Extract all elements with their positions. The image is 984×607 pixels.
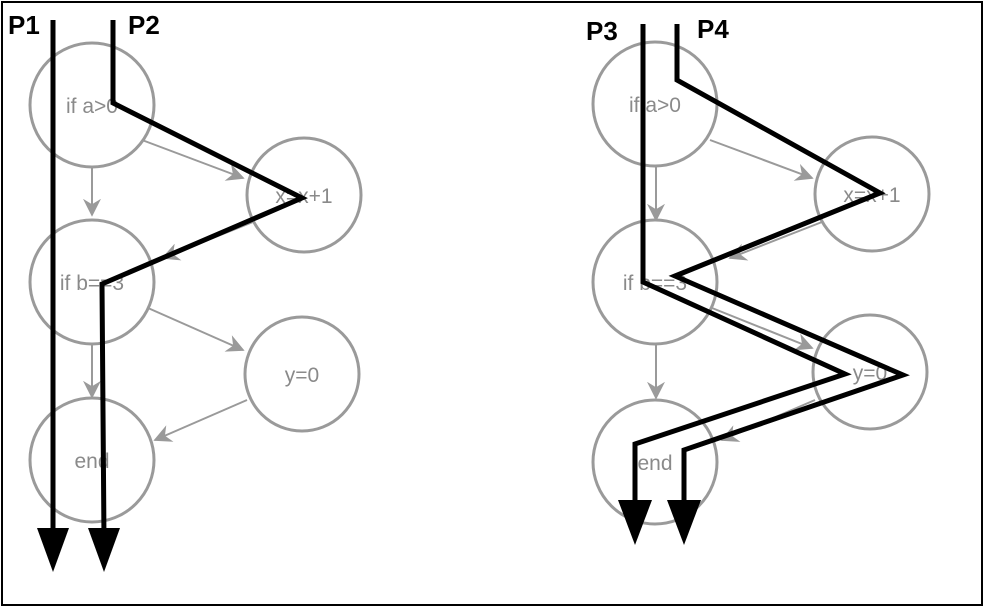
node-n5: end — [28, 396, 156, 524]
edge-m2-m3 — [728, 221, 823, 261]
node-m3: if b==3 — [591, 218, 719, 346]
path-label-p2: P2 — [128, 10, 160, 40]
node-n2: x=x+1 — [245, 136, 363, 254]
edge-m1-m2 — [709, 139, 814, 181]
path-p4: P4 — [667, 14, 910, 545]
node-m4: y=0 — [811, 313, 929, 431]
node-m1: if a>0 — [591, 40, 719, 168]
node-label: y=0 — [285, 364, 319, 387]
node-n3: if b==3 — [28, 218, 156, 346]
path-label-p1: P1 — [8, 10, 40, 40]
node-label: if a>0 — [66, 95, 118, 118]
node-label: if b==3 — [623, 272, 687, 295]
path-p1: P1 — [8, 10, 69, 572]
diagram-left: if a>0 x=x+1 if b==3 y=0 end P1 P2 — [8, 10, 363, 572]
node-label: if a>0 — [629, 94, 681, 117]
path-p2: P2 — [88, 10, 308, 572]
path-label-p4: P4 — [697, 14, 729, 44]
edge-n3-n4 — [147, 307, 245, 352]
edge-n4-n5 — [153, 399, 248, 442]
node-label: y=0 — [853, 362, 887, 385]
node-label: if b==3 — [60, 272, 124, 295]
node-n1: if a>0 — [28, 41, 156, 169]
path-p3: P3 — [586, 16, 852, 545]
node-label: end — [637, 452, 672, 475]
edge-m3-m4 — [711, 307, 814, 351]
edge-n1-n2 — [141, 139, 245, 181]
diagram-right: if a>0 x=x+1 if b==3 y=0 end P3 P4 — [586, 14, 931, 545]
node-n4: y=0 — [243, 315, 361, 433]
path-label-p3: P3 — [586, 16, 618, 46]
node-label: end — [74, 450, 109, 473]
